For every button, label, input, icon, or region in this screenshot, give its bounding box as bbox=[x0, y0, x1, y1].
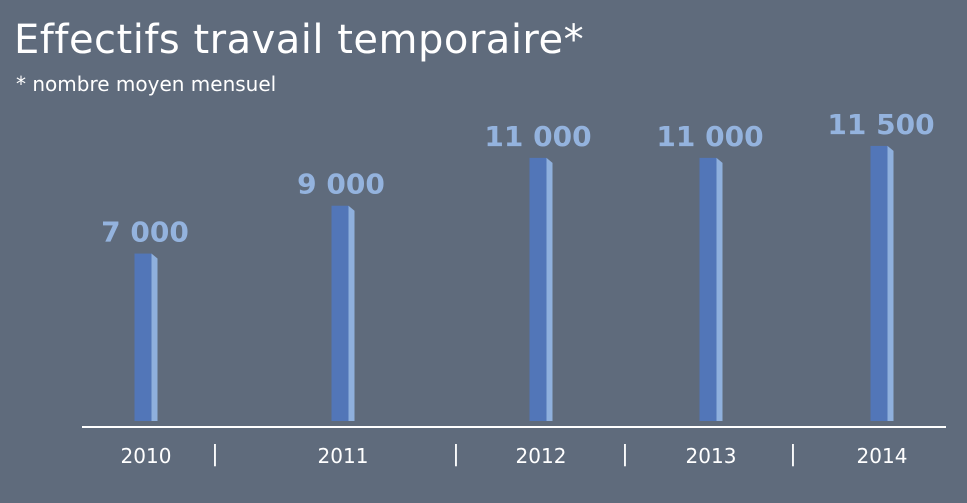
bar-side-2013 bbox=[716, 157, 723, 421]
value-label-2012: 11 000 bbox=[484, 120, 591, 153]
bar-front-2011 bbox=[331, 205, 349, 421]
value-label-2014: 11 500 bbox=[827, 108, 934, 141]
value-label-2011: 9 000 bbox=[297, 168, 385, 201]
bar-front-2010 bbox=[134, 253, 152, 421]
bar-side-2012 bbox=[546, 157, 553, 421]
value-label-2010: 7 000 bbox=[101, 216, 189, 249]
bar-front-2013 bbox=[699, 157, 717, 421]
category-separator-2: | bbox=[452, 442, 459, 467]
category-label-2011: 2011 bbox=[318, 444, 369, 468]
category-separator-3: | bbox=[621, 442, 628, 467]
category-label-2012: 2012 bbox=[516, 444, 567, 468]
category-label-2013: 2013 bbox=[686, 444, 737, 468]
value-label-2013: 11 000 bbox=[656, 120, 763, 153]
chart-subtitle: * nombre moyen mensuel bbox=[16, 72, 277, 96]
category-separator-1: | bbox=[211, 442, 218, 467]
bar-side-2010 bbox=[151, 253, 158, 421]
bar-side-2011 bbox=[348, 205, 355, 421]
chart-title: Effectifs travail temporaire* bbox=[14, 17, 585, 63]
bar-front-2012 bbox=[529, 157, 547, 421]
category-label-2010: 2010 bbox=[121, 444, 172, 468]
bar-front-2014 bbox=[870, 145, 888, 421]
category-separator-4: | bbox=[789, 442, 796, 467]
category-label-2014: 2014 bbox=[857, 444, 908, 468]
bar-side-2014 bbox=[887, 145, 894, 421]
